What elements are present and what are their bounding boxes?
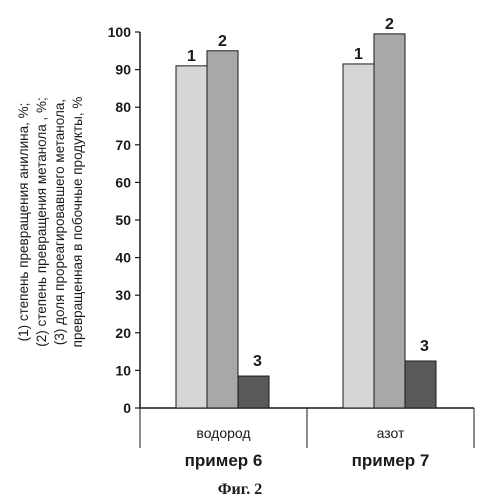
y-axis-label-line: (2) степень превращения метанола , %; (34, 97, 49, 347)
group-label: пример 7 (352, 451, 430, 470)
bar-series-label: 1 (187, 48, 196, 65)
bar-1-0 (176, 66, 207, 408)
y-axis-label-line: (3) доля прореагировавшего метанола, (52, 99, 67, 345)
bars (176, 34, 436, 408)
category-label: водород (196, 425, 250, 441)
bar-series-label: 3 (253, 353, 262, 370)
y-tick-label: 40 (115, 250, 131, 266)
bar-3-0 (238, 376, 269, 408)
y-tick-label: 70 (115, 137, 131, 153)
y-tick-label: 80 (115, 99, 131, 115)
y-tick-label: 100 (108, 24, 132, 40)
y-axis-label-line: (1) степень превращения анилина, %; (16, 103, 31, 342)
y-tick-label: 90 (115, 62, 131, 78)
bar-series-label: 2 (218, 33, 227, 50)
y-tick-label: 0 (123, 400, 131, 416)
bar-series-label: 2 (385, 16, 394, 33)
y-axis-label-line: превращенная в побочные продукты, % (70, 97, 85, 348)
bar-series-label: 1 (354, 46, 363, 63)
y-tick-label: 60 (115, 174, 131, 190)
bar-2-0 (207, 51, 238, 408)
bar-series-label: 3 (420, 338, 429, 355)
category-label: азот (377, 425, 405, 441)
y-axis-label: (1) степень превращения анилина, %;(2) с… (16, 97, 85, 348)
y-axis-ticks: 0 10 20 30 40 50 60 70 80 90 100 (108, 24, 140, 416)
bar-3-1 (405, 361, 436, 408)
bar-2-1 (374, 34, 405, 408)
y-tick-label: 50 (115, 212, 131, 228)
y-tick-label: 20 (115, 325, 131, 341)
y-tick-label: 10 (115, 362, 131, 378)
y-tick-label: 30 (115, 287, 131, 303)
bar-1-1 (343, 64, 374, 408)
group-label: пример 6 (185, 451, 263, 470)
figure-caption: Фиг. 2 (218, 481, 262, 498)
